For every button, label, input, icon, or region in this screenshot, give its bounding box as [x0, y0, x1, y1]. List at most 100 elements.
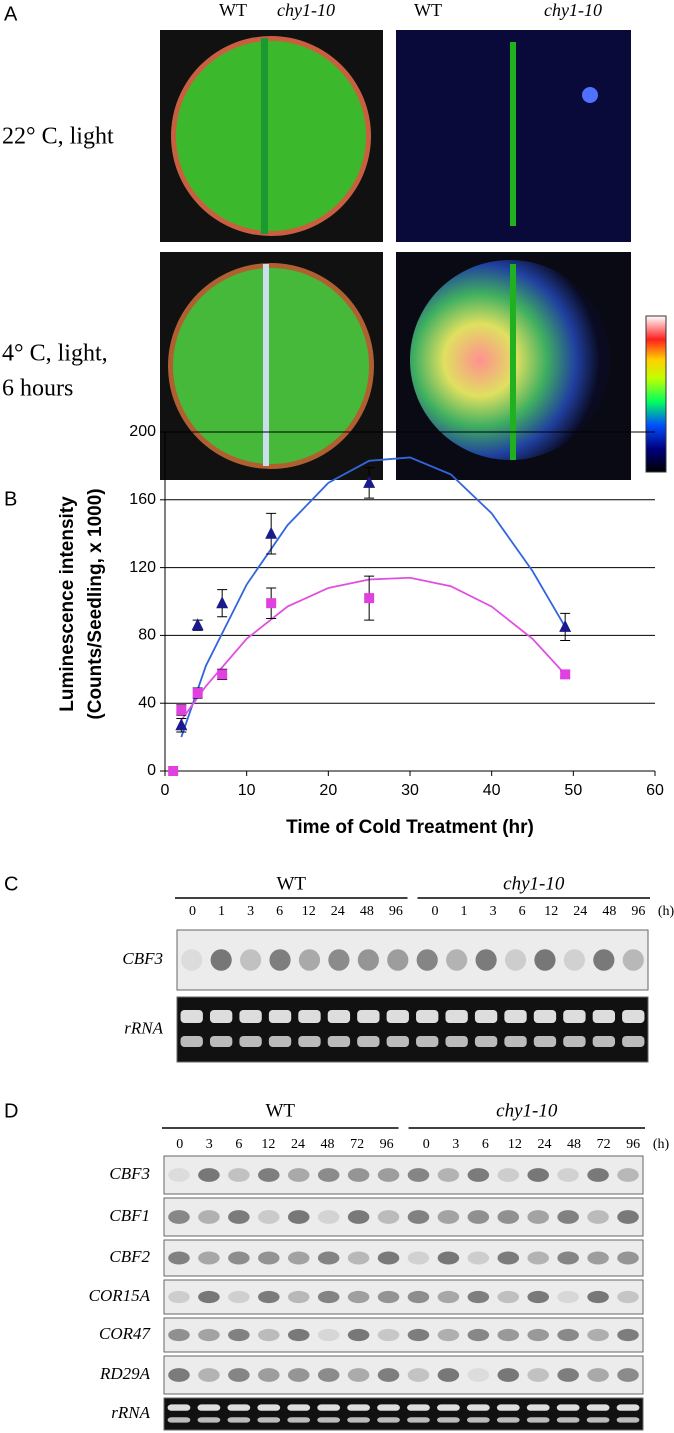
rrna-band: [592, 1036, 616, 1048]
band: [377, 1290, 400, 1304]
band: [198, 1328, 220, 1342]
rrna-band: [504, 1010, 527, 1023]
band: [258, 1290, 280, 1304]
time-label: 0: [423, 1137, 430, 1152]
rrna-band: [622, 1036, 645, 1048]
band: [437, 1368, 460, 1382]
row-label: rRNA: [124, 1018, 163, 1037]
point: [216, 596, 229, 609]
band: [287, 1168, 310, 1182]
rrna-band: [347, 1417, 370, 1423]
band: [534, 949, 556, 971]
band: [497, 1290, 520, 1304]
time-label: 72: [597, 1137, 611, 1152]
y-axis-title: (Counts/Seedling, x 1000): [85, 488, 106, 719]
band: [587, 1328, 609, 1342]
rrna-band: [466, 1417, 490, 1423]
band: [497, 1251, 520, 1265]
band: [593, 949, 615, 971]
band: [407, 1290, 430, 1304]
column-header: chy1-10: [544, 0, 602, 20]
band: [168, 1210, 190, 1224]
rrna-band: [563, 1036, 586, 1048]
y-tick-label: 40: [138, 694, 156, 711]
rrna-band: [533, 1010, 557, 1023]
band: [228, 1290, 250, 1304]
band: [377, 1328, 400, 1342]
rrna-band: [526, 1417, 550, 1423]
band: [228, 1368, 250, 1382]
point: [265, 526, 278, 539]
rrna-band: [563, 1010, 586, 1023]
row-label: 4° C, light,: [2, 341, 108, 367]
y-tick-label: 200: [129, 423, 156, 440]
band: [258, 1210, 280, 1224]
band: [317, 1368, 340, 1382]
band: [377, 1368, 400, 1382]
time-label: 12: [302, 904, 316, 919]
rrna-band: [227, 1404, 251, 1411]
band: [198, 1168, 220, 1182]
band: [557, 1368, 579, 1382]
y-axis-title: Luminescence intensity: [57, 496, 78, 712]
rrna-band: [407, 1404, 430, 1411]
rrna-band: [586, 1404, 610, 1411]
band: [198, 1210, 220, 1224]
rrna-band: [474, 1010, 498, 1023]
band: [437, 1290, 460, 1304]
band: [317, 1210, 340, 1224]
band: [347, 1210, 370, 1224]
band: [497, 1168, 520, 1182]
band: [168, 1368, 190, 1382]
band: [258, 1168, 280, 1182]
rrna-band: [437, 1417, 460, 1423]
rrna-band: [257, 1404, 281, 1411]
time-label: 12: [544, 904, 558, 919]
rrna-band: [437, 1404, 460, 1411]
band: [475, 949, 497, 971]
band: [527, 1290, 549, 1304]
band: [467, 1210, 490, 1224]
point: [266, 598, 277, 609]
group-label: chy1-10: [496, 1100, 558, 1121]
point: [175, 718, 188, 731]
band: [587, 1168, 609, 1182]
row-label: COR47: [99, 1324, 152, 1343]
band: [228, 1251, 250, 1265]
group-label: WT: [265, 1100, 295, 1121]
band: [168, 1290, 190, 1304]
x-tick-label: 10: [238, 782, 256, 799]
point: [560, 669, 571, 680]
band: [317, 1328, 340, 1342]
time-label: 0: [189, 904, 196, 919]
band: [587, 1251, 609, 1265]
rrna-band: [504, 1036, 527, 1048]
time-label: 6: [482, 1137, 489, 1152]
plant-photos: [160, 30, 383, 480]
band: [198, 1290, 220, 1304]
band: [557, 1168, 579, 1182]
rrna-band: [197, 1404, 221, 1411]
band: [347, 1328, 370, 1342]
time-label: 72: [350, 1137, 364, 1152]
rrna-band: [209, 1036, 233, 1048]
band: [527, 1368, 549, 1382]
column-header: WT: [414, 0, 442, 20]
band: [407, 1168, 430, 1182]
band: [239, 949, 262, 971]
point: [364, 593, 375, 604]
time-label: 24: [291, 1137, 305, 1152]
time-label: 1: [461, 904, 468, 919]
band: [437, 1210, 460, 1224]
rrna-band: [407, 1417, 430, 1423]
band: [617, 1328, 639, 1342]
y-tick-label: 80: [138, 627, 156, 644]
time-label: 96: [626, 1137, 640, 1152]
band: [587, 1368, 609, 1382]
band: [617, 1368, 639, 1382]
rrna-band: [496, 1417, 520, 1423]
luminescence-images: [396, 30, 667, 480]
band: [228, 1168, 250, 1182]
band: [328, 949, 350, 971]
